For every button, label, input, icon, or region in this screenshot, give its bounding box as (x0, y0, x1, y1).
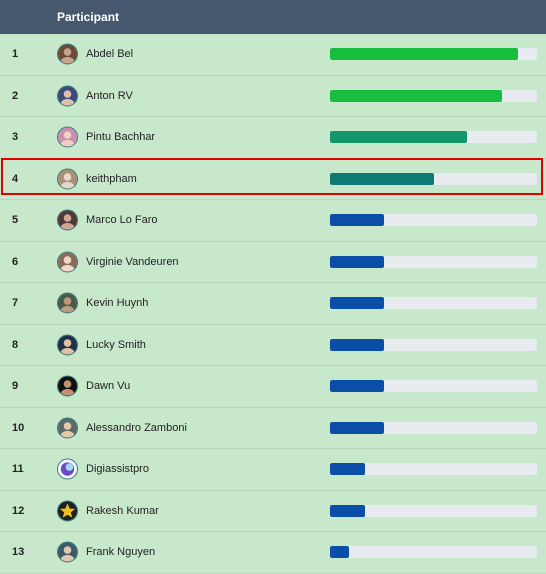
progress-bar (330, 172, 537, 185)
participant-name[interactable]: Virginie Vandeuren (86, 255, 179, 268)
avatar-icon[interactable] (57, 334, 78, 356)
avatar-icon[interactable] (57, 209, 78, 231)
participant-name[interactable]: Pintu Bachhar (86, 131, 156, 144)
rank-number: 11 (12, 463, 24, 476)
avatar-icon[interactable] (57, 417, 78, 439)
progress-bar-fill (330, 504, 366, 517)
table-row[interactable]: 3 Pintu Bachhar (0, 117, 546, 159)
avatar-icon[interactable] (57, 251, 78, 273)
rank-number: 10 (12, 421, 25, 434)
logo-icon[interactable] (57, 458, 78, 480)
progress-bar-fill (330, 338, 384, 351)
table-row[interactable]: 9 Dawn Vu (0, 366, 546, 408)
progress-bar-fill (330, 463, 366, 476)
rank-number: 2 (12, 89, 19, 102)
table-row[interactable]: 5 Marco Lo Faro (0, 200, 546, 242)
progress-bar (330, 255, 537, 268)
progress-bar (330, 48, 537, 61)
participant-name[interactable]: Digiassistpro (86, 463, 149, 476)
avatar-icon[interactable] (57, 168, 78, 190)
participant-name[interactable]: Frank Nguyen (86, 546, 156, 559)
progress-bar-fill (330, 297, 384, 310)
avatar-icon[interactable] (57, 85, 78, 107)
rank-number: 12 (12, 504, 25, 517)
table-row[interactable]: 8 Lucky Smith (0, 325, 546, 366)
progress-bar (330, 214, 537, 227)
rank-number: 3 (12, 131, 19, 144)
table-row[interactable]: 11 Digiassistpro (0, 449, 546, 491)
rank-number: 6 (12, 255, 19, 268)
table-header: Participant (0, 0, 546, 34)
rank-number: 1 (12, 48, 19, 61)
avatar-icon[interactable] (57, 126, 78, 148)
participant-name[interactable]: keithpham (86, 172, 137, 185)
rank-number: 13 (12, 546, 25, 559)
table-row[interactable]: 6 Virginie Vandeuren (0, 242, 546, 283)
table-row[interactable]: 1 Abdel Bel (0, 34, 546, 76)
star-icon[interactable] (57, 500, 78, 522)
rank-number: 4 (12, 172, 19, 185)
table-row[interactable]: 7 Kevin Huynh (0, 283, 546, 325)
avatar-icon[interactable] (57, 375, 78, 397)
avatar-icon[interactable] (57, 541, 78, 563)
table-row[interactable]: 13 Frank Nguyen (0, 532, 546, 574)
progress-bar (330, 131, 537, 144)
progress-bar-fill (330, 255, 384, 268)
rank-number: 8 (12, 338, 19, 351)
progress-bar-fill (330, 546, 349, 559)
participant-name[interactable]: Anton RV (86, 89, 133, 102)
table-row[interactable]: 4 keithpham (0, 159, 546, 200)
rank-number: 5 (12, 214, 19, 227)
table-row[interactable]: 12 Rakesh Kumar (0, 491, 546, 532)
progress-bar (330, 338, 537, 351)
participant-name[interactable]: Abdel Bel (86, 48, 134, 61)
progress-bar (330, 421, 537, 434)
participant-name[interactable]: Dawn Vu (86, 380, 131, 393)
progress-bar-fill (330, 380, 384, 393)
progress-bar (330, 89, 537, 102)
rank-number: 9 (12, 380, 19, 393)
progress-bar (330, 463, 537, 476)
progress-bar-fill (330, 131, 467, 144)
participant-column-header: Participant (57, 10, 120, 24)
avatar-icon[interactable] (57, 43, 78, 65)
progress-bar-fill (330, 48, 519, 61)
participant-name[interactable]: Alessandro Zamboni (86, 421, 187, 434)
participant-name[interactable]: Kevin Huynh (86, 297, 149, 310)
table-row[interactable]: 2 Anton RV (0, 76, 546, 117)
progress-bar (330, 546, 537, 559)
progress-bar-fill (330, 172, 434, 185)
participant-name[interactable]: Marco Lo Faro (86, 214, 158, 227)
participant-name[interactable]: Lucky Smith (86, 338, 146, 351)
progress-bar-fill (330, 89, 502, 102)
progress-bar (330, 297, 537, 310)
progress-bar-fill (330, 214, 384, 227)
progress-bar (330, 380, 537, 393)
rank-number: 7 (12, 297, 19, 310)
progress-bar (330, 504, 537, 517)
table-row[interactable]: 10 Alessandro Zamboni (0, 408, 546, 449)
progress-bar-fill (330, 421, 384, 434)
participant-name[interactable]: Rakesh Kumar (86, 504, 159, 517)
avatar-icon[interactable] (57, 292, 78, 314)
leaderboard-list: 1 Abdel Bel 2 Anton RV 3 Pintu Bachhar 4 keithp… (0, 34, 546, 574)
